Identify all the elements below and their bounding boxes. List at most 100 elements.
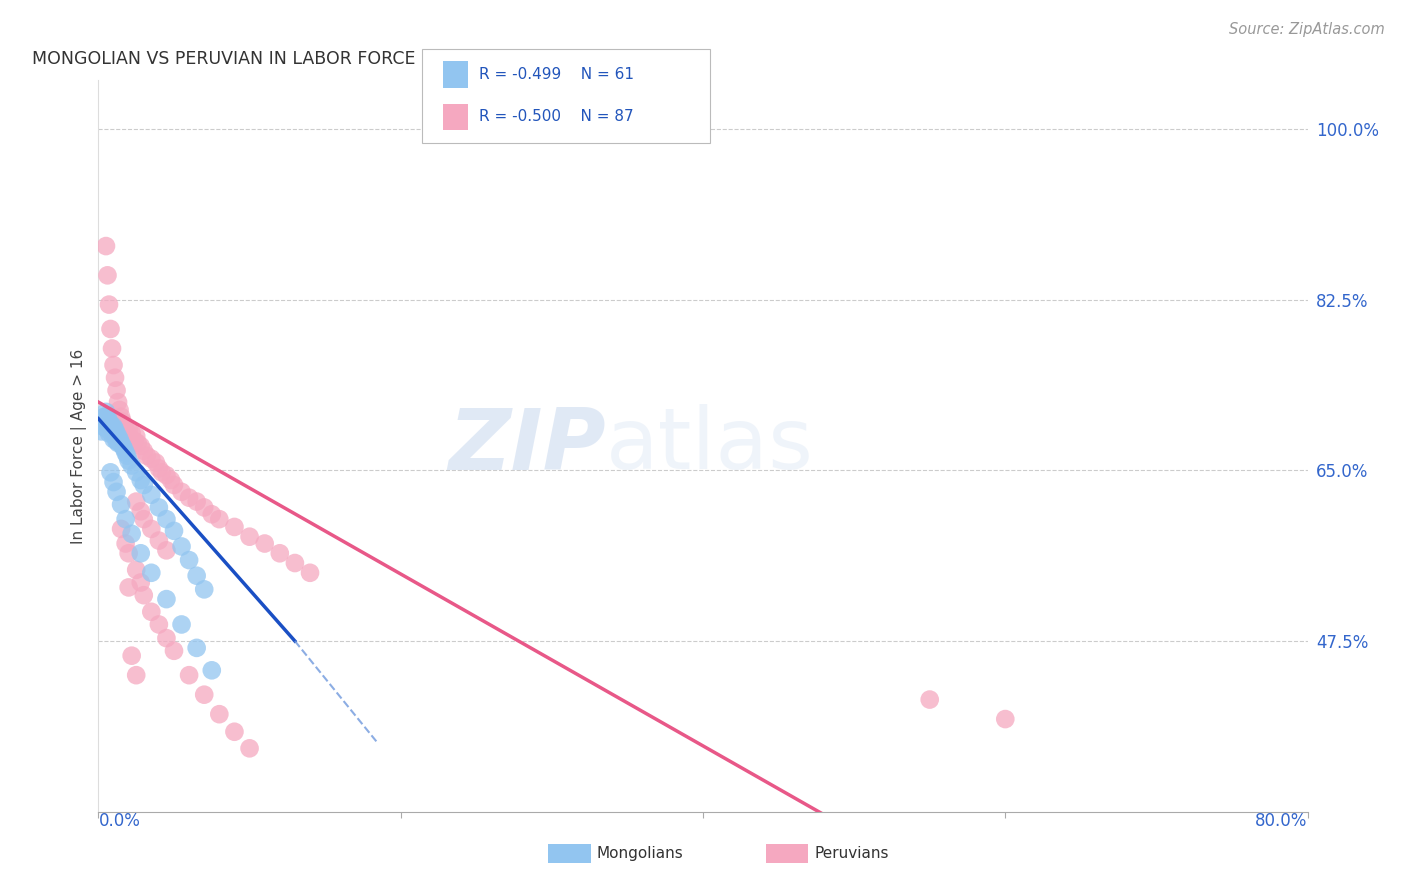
Point [107,436,129,450]
Text: 80.0%: 80.0% [1256,812,1308,830]
Point [91,415,114,429]
Point [118,453,141,467]
Point [105,422,128,436]
Point [103,419,125,434]
Point [239,530,262,544]
Point [129,439,152,453]
Point [94,419,117,434]
Text: MONGOLIAN VS PERUVIAN IN LABOR FORCE | AGE > 16 CORRELATION CHART: MONGOLIAN VS PERUVIAN IN LABOR FORCE | A… [32,50,710,68]
Point [193,688,215,702]
Point [125,466,148,480]
Point [93,409,115,424]
Point [110,498,132,512]
Point [121,432,143,446]
Point [155,631,177,645]
Point [107,429,129,443]
Point [100,417,122,431]
Point [115,426,138,441]
Point [121,648,143,663]
Point [918,692,941,706]
Point [150,466,173,480]
Point [101,419,124,434]
Point [132,443,155,458]
Point [148,461,170,475]
Point [239,741,262,756]
Point [98,426,121,441]
Text: 0.0%: 0.0% [98,812,141,830]
Point [135,449,157,463]
Point [110,409,132,424]
Point [253,536,276,550]
Point [98,297,121,311]
Point [111,439,134,453]
Point [141,605,163,619]
Point [103,358,125,372]
Point [129,473,152,487]
Point [108,432,131,446]
Point [94,409,117,424]
Point [98,415,121,429]
Point [145,456,167,470]
Point [141,522,163,536]
Point [98,415,121,429]
Point [125,494,148,508]
Point [96,409,118,424]
Point [118,581,141,595]
Point [110,432,132,446]
Point [148,617,170,632]
Point [132,512,155,526]
Point [94,415,117,429]
Point [115,449,138,463]
Point [208,512,231,526]
Point [269,546,291,560]
Point [112,442,135,456]
Point [201,508,224,522]
Point [129,575,152,590]
Text: Peruvians: Peruvians [814,847,889,861]
Point [101,422,124,436]
Text: Mongolians: Mongolians [596,847,683,861]
Point [103,415,125,429]
Point [94,417,117,431]
Point [108,403,131,417]
Point [93,419,115,434]
Point [114,422,136,436]
Point [179,553,201,567]
Point [104,429,127,443]
Point [94,405,117,419]
Point [163,524,186,538]
Point [96,417,118,431]
Point [284,556,307,570]
Point [155,468,177,483]
Point [104,422,127,436]
Text: R = -0.500    N = 87: R = -0.500 N = 87 [479,110,634,125]
Point [118,422,141,436]
Point [108,429,131,443]
Point [121,526,143,541]
Point [132,588,155,602]
Point [179,668,201,682]
Point [127,436,149,450]
Point [160,473,183,487]
Point [98,419,121,434]
Point [155,512,177,526]
Point [118,546,141,560]
Point [193,500,215,515]
Point [114,536,136,550]
Point [107,395,129,409]
Point [121,458,143,473]
Point [163,644,186,658]
Point [124,434,146,449]
Point [129,546,152,560]
Point [105,434,128,449]
Point [110,436,132,450]
Point [103,426,125,441]
Point [186,494,208,508]
Point [103,475,125,489]
Text: Source: ZipAtlas.com: Source: ZipAtlas.com [1229,22,1385,37]
Point [129,504,152,518]
Point [100,422,122,436]
Point [125,429,148,443]
Point [994,712,1017,726]
Point [148,533,170,548]
